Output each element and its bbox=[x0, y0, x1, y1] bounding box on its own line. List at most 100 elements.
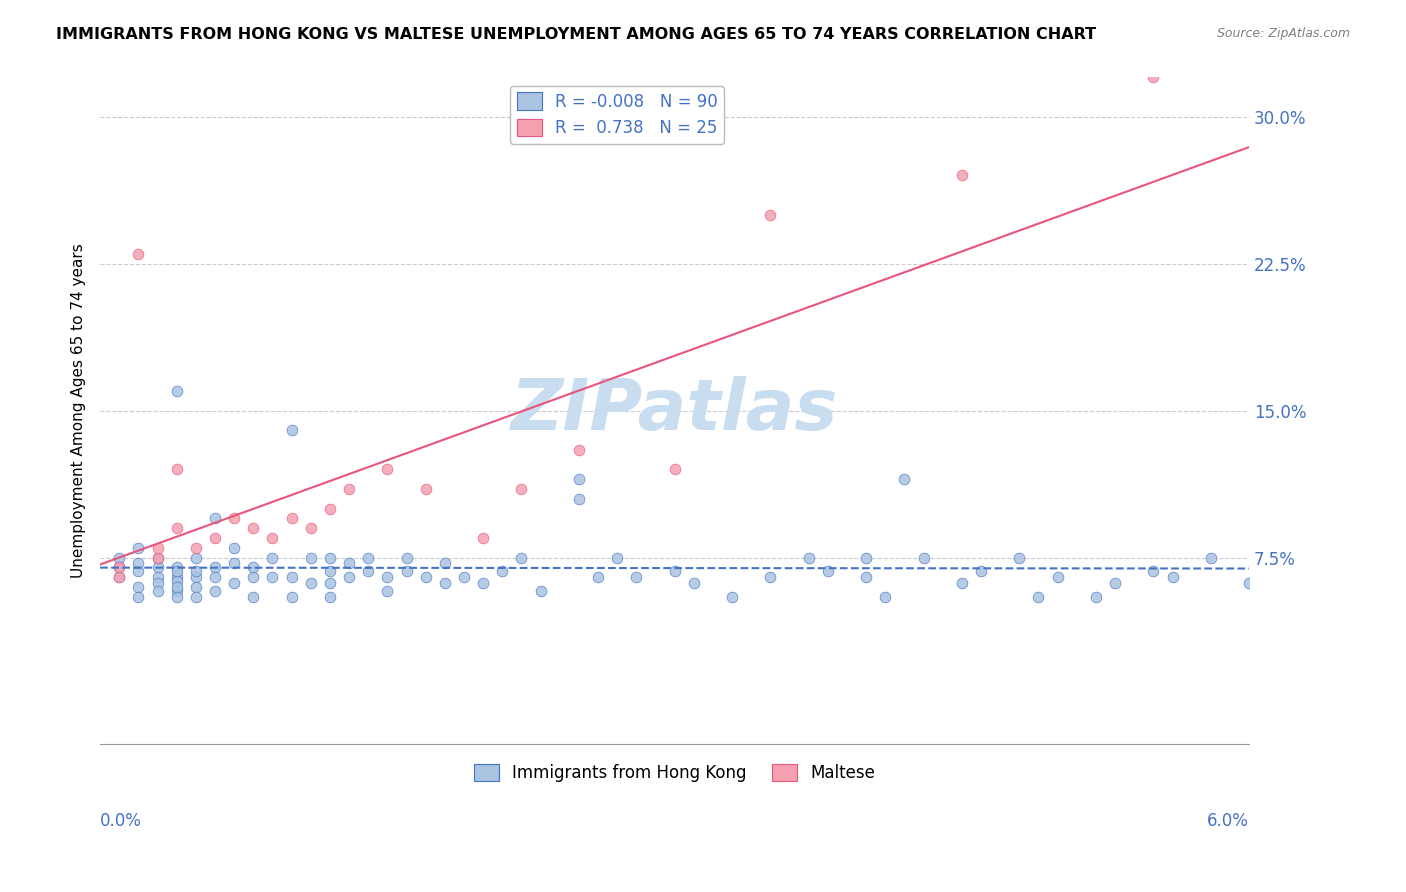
Point bbox=[166, 583, 188, 598]
Point bbox=[893, 472, 915, 486]
Point bbox=[242, 521, 264, 535]
Text: 0.0%: 0.0% bbox=[100, 813, 142, 830]
Point bbox=[204, 531, 226, 545]
Point bbox=[682, 576, 704, 591]
Point bbox=[377, 583, 399, 598]
Point bbox=[224, 557, 246, 571]
Point bbox=[204, 583, 226, 598]
Point bbox=[224, 511, 246, 525]
Point bbox=[127, 541, 149, 555]
Point bbox=[357, 564, 380, 578]
Point bbox=[319, 564, 342, 578]
Point bbox=[146, 560, 169, 574]
Point bbox=[797, 550, 820, 565]
Point bbox=[377, 462, 399, 476]
Point bbox=[262, 531, 284, 545]
Point bbox=[1142, 70, 1164, 85]
Point bbox=[319, 590, 342, 604]
Point bbox=[510, 550, 533, 565]
Y-axis label: Unemployment Among Ages 65 to 74 years: Unemployment Among Ages 65 to 74 years bbox=[72, 244, 86, 578]
Point bbox=[108, 560, 131, 574]
Point bbox=[433, 576, 456, 591]
Point bbox=[146, 576, 169, 591]
Point bbox=[166, 462, 188, 476]
Point bbox=[242, 560, 264, 574]
Point bbox=[337, 557, 360, 571]
Point bbox=[166, 590, 188, 604]
Point bbox=[337, 570, 360, 584]
Point bbox=[127, 557, 149, 571]
Point bbox=[415, 482, 437, 496]
Point bbox=[1161, 570, 1184, 584]
Point bbox=[166, 564, 188, 578]
Text: IMMIGRANTS FROM HONG KONG VS MALTESE UNEMPLOYMENT AMONG AGES 65 TO 74 YEARS CORR: IMMIGRANTS FROM HONG KONG VS MALTESE UNE… bbox=[56, 27, 1097, 42]
Point bbox=[204, 560, 226, 574]
Point bbox=[184, 590, 207, 604]
Point bbox=[568, 472, 591, 486]
Point bbox=[108, 550, 131, 565]
Point bbox=[146, 550, 169, 565]
Point bbox=[280, 590, 302, 604]
Point bbox=[586, 570, 609, 584]
Point bbox=[626, 570, 648, 584]
Point bbox=[568, 442, 591, 457]
Point bbox=[299, 576, 322, 591]
Point bbox=[204, 570, 226, 584]
Point bbox=[127, 590, 149, 604]
Point bbox=[664, 462, 686, 476]
Point bbox=[262, 550, 284, 565]
Point bbox=[664, 564, 686, 578]
Point bbox=[337, 482, 360, 496]
Point bbox=[146, 570, 169, 584]
Point bbox=[970, 564, 993, 578]
Point bbox=[166, 521, 188, 535]
Point bbox=[529, 583, 551, 598]
Point bbox=[759, 570, 782, 584]
Point bbox=[146, 550, 169, 565]
Point bbox=[1104, 576, 1126, 591]
Point bbox=[950, 169, 973, 183]
Point bbox=[855, 550, 877, 565]
Point bbox=[127, 580, 149, 594]
Point bbox=[1142, 564, 1164, 578]
Point bbox=[299, 550, 322, 565]
Point bbox=[395, 550, 418, 565]
Point bbox=[108, 570, 131, 584]
Point bbox=[108, 560, 131, 574]
Point bbox=[319, 550, 342, 565]
Point bbox=[166, 574, 188, 588]
Point bbox=[1046, 570, 1069, 584]
Point bbox=[280, 570, 302, 584]
Point bbox=[433, 557, 456, 571]
Point bbox=[224, 541, 246, 555]
Point bbox=[280, 511, 302, 525]
Point bbox=[855, 570, 877, 584]
Point bbox=[319, 501, 342, 516]
Point bbox=[242, 590, 264, 604]
Point bbox=[184, 564, 207, 578]
Point bbox=[817, 564, 839, 578]
Point bbox=[395, 564, 418, 578]
Point bbox=[127, 247, 149, 261]
Point bbox=[1237, 576, 1260, 591]
Point bbox=[510, 482, 533, 496]
Point bbox=[1028, 590, 1050, 604]
Point bbox=[224, 576, 246, 591]
Point bbox=[453, 570, 475, 584]
Point bbox=[472, 531, 495, 545]
Point bbox=[166, 580, 188, 594]
Point bbox=[472, 576, 495, 591]
Point bbox=[127, 564, 149, 578]
Point bbox=[950, 576, 973, 591]
Point bbox=[721, 590, 744, 604]
Text: Source: ZipAtlas.com: Source: ZipAtlas.com bbox=[1216, 27, 1350, 40]
Point bbox=[415, 570, 437, 584]
Point bbox=[319, 576, 342, 591]
Point bbox=[1084, 590, 1107, 604]
Point bbox=[1199, 550, 1222, 565]
Point bbox=[166, 384, 188, 398]
Text: 6.0%: 6.0% bbox=[1208, 813, 1249, 830]
Point bbox=[491, 564, 513, 578]
Point bbox=[299, 521, 322, 535]
Point bbox=[262, 570, 284, 584]
